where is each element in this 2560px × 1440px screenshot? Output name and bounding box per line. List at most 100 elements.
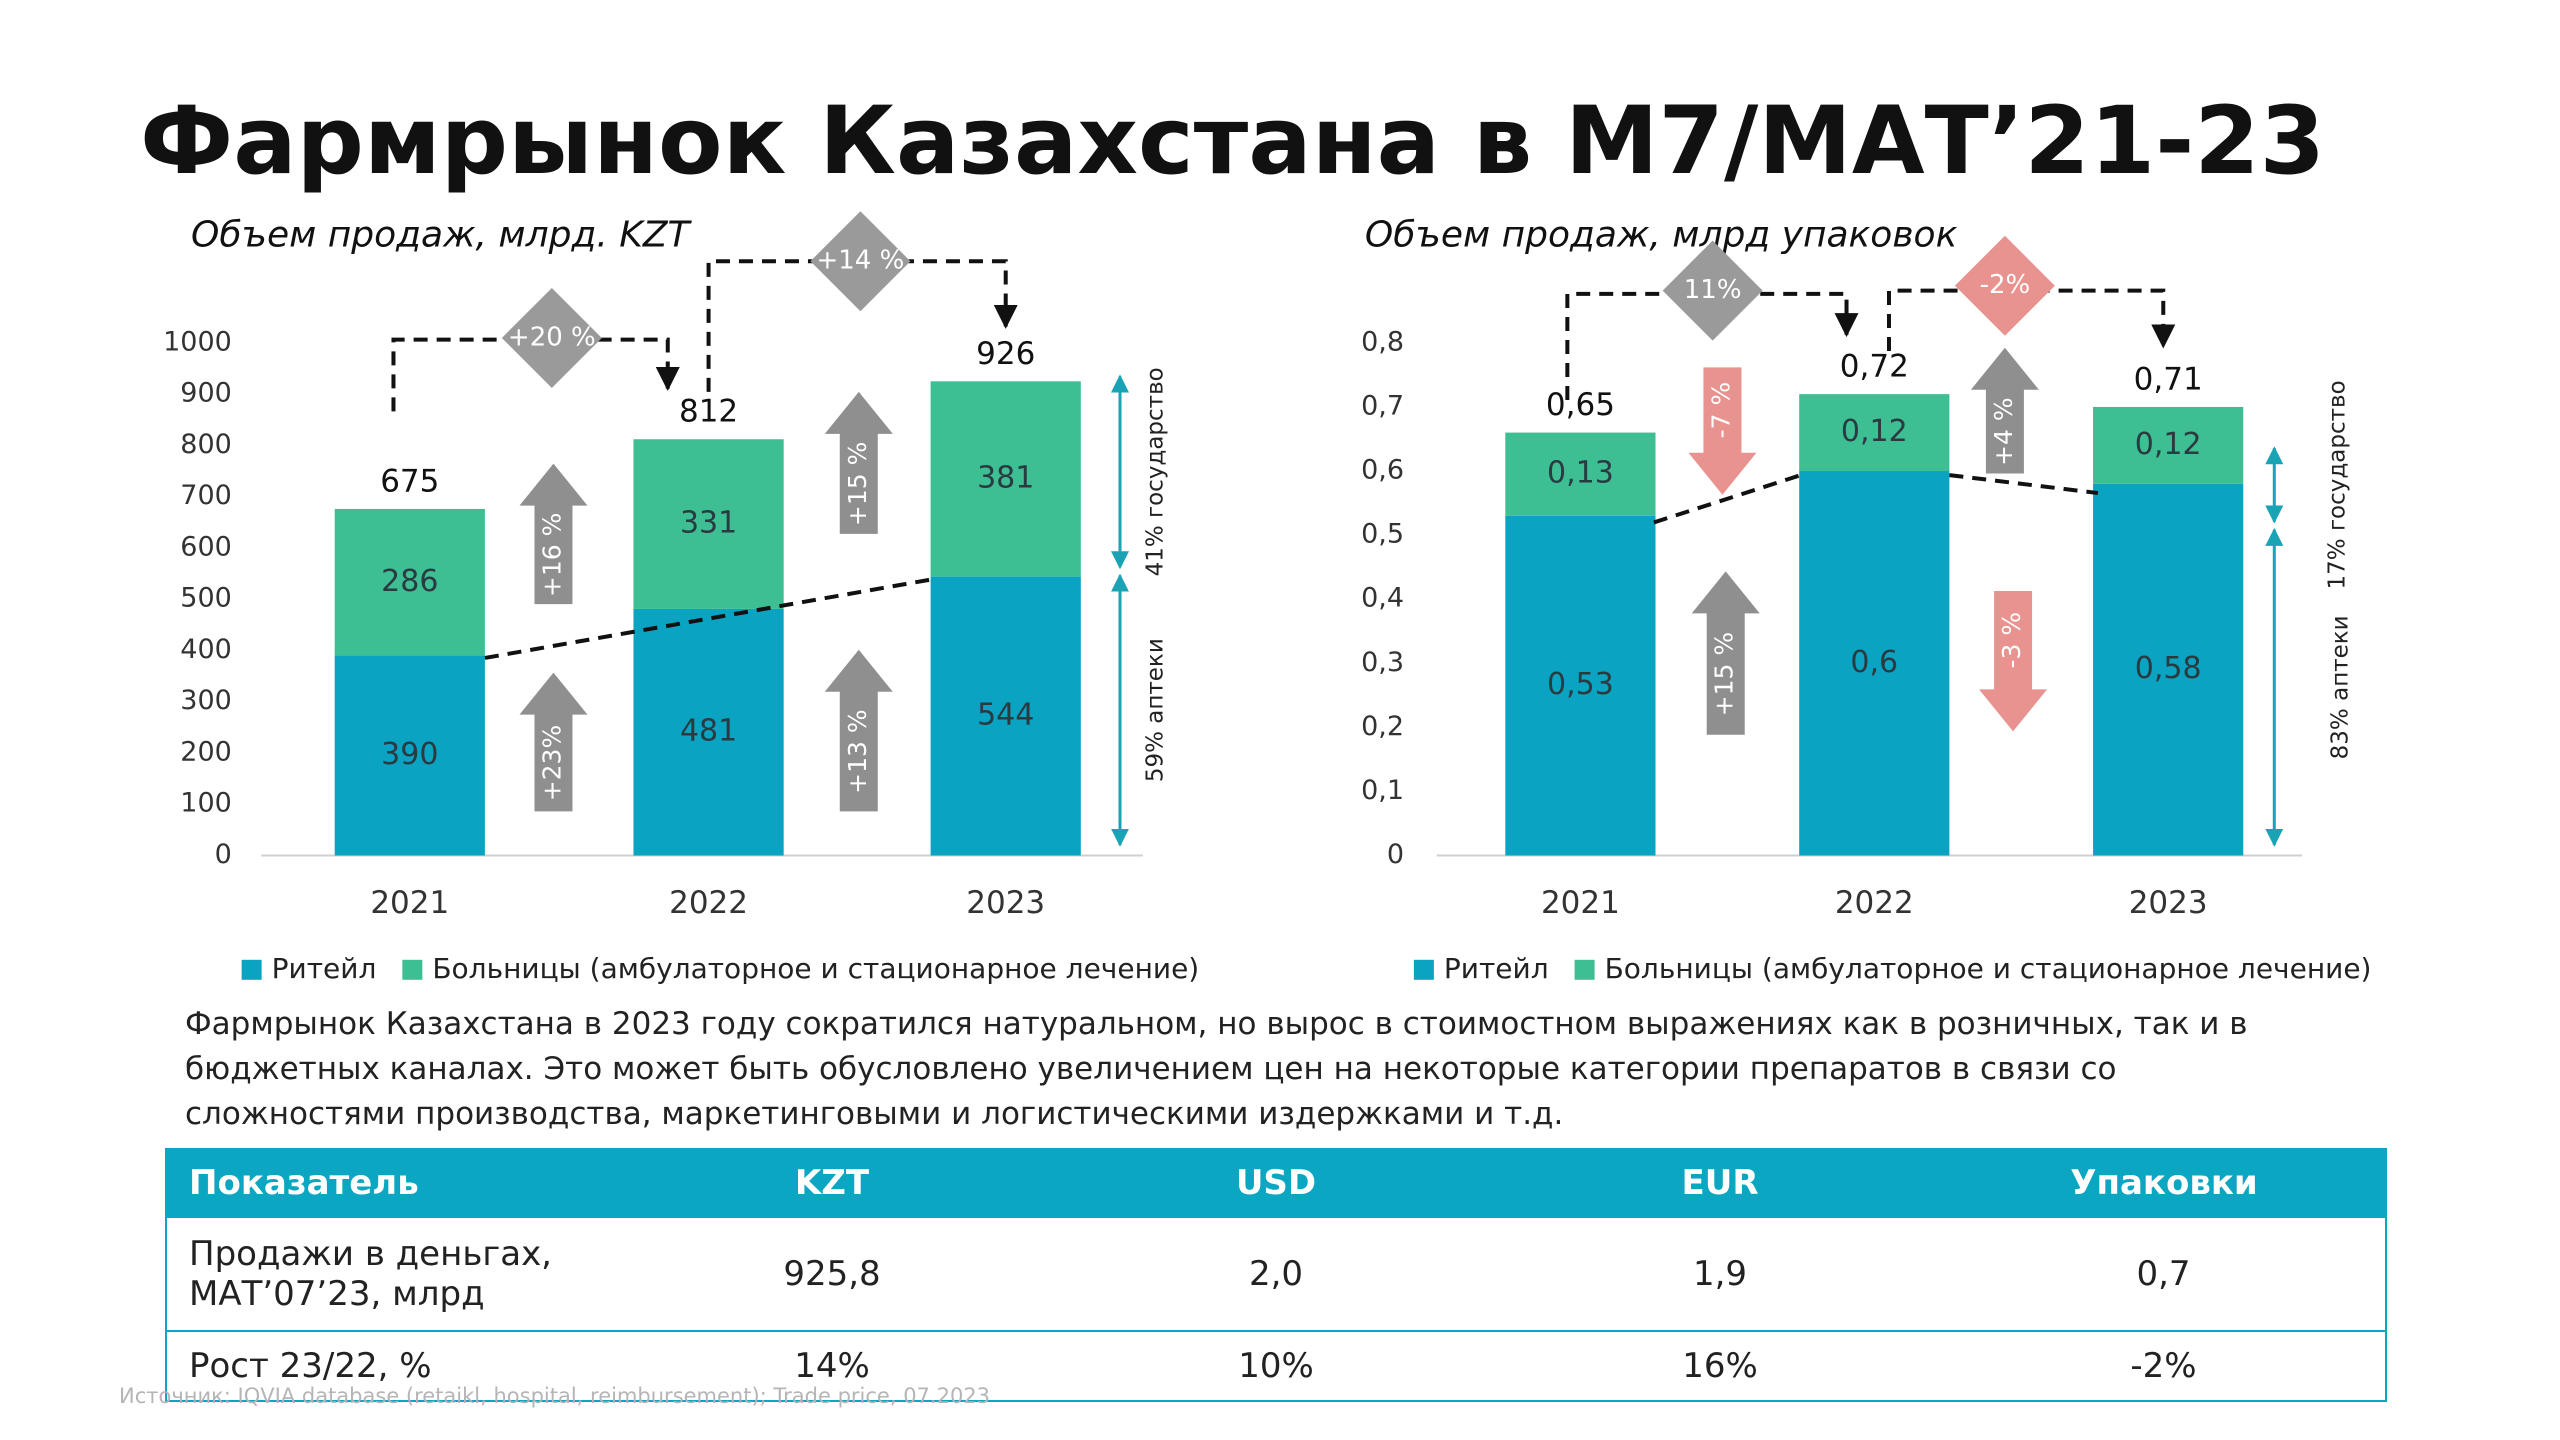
change-label: +23%: [537, 725, 566, 802]
change-arrow: [1970, 347, 2039, 474]
bar-segment: [930, 576, 1081, 856]
value-label: 0,12: [1841, 414, 1908, 449]
growth-label: +20 %: [508, 322, 596, 352]
table-header-cell: USD: [1053, 1148, 1499, 1218]
trend-line: [484, 577, 931, 660]
page-title: Фармрынок Казахстана в М7/МАТ’21-23: [140, 87, 2325, 196]
change-arrow: [519, 463, 588, 605]
table-cell: 2,0: [1054, 1216, 1498, 1332]
value-label: 331: [680, 506, 737, 541]
value-label: 0,12: [2135, 427, 2202, 462]
table-header: Показатель KZT USD EUR Упаковки: [165, 1148, 2387, 1218]
legend-label: Больницы (амбулаторное и стационарное ле…: [432, 952, 1199, 985]
trend-line: [1949, 473, 2099, 496]
y-tick-label: 100: [180, 788, 232, 819]
bar-segment: [930, 381, 1081, 577]
share-label: 83% аптеки: [2328, 615, 2354, 759]
legend-swatch: [402, 959, 423, 980]
chart-subtitle: Объем продаж, млрд. KZT: [191, 215, 692, 256]
table-header-cell: EUR: [1497, 1148, 1943, 1218]
y-tick-label: 300: [180, 685, 232, 716]
growth-connector: [1565, 291, 1859, 400]
y-tick-label: 0,5: [1361, 519, 1404, 550]
bar-segment: [1505, 432, 1656, 516]
total-label: 0,71: [2134, 361, 2203, 397]
y-tick-label: 700: [180, 480, 232, 511]
y-tick-label: 800: [180, 429, 232, 460]
legend-label: Ритейл: [1444, 952, 1549, 985]
y-tick-label: 0,6: [1361, 455, 1404, 486]
paragraph: Фармрынок Казахстана в 2023 году сократи…: [185, 1006, 2248, 1132]
bar-segment: [334, 508, 485, 656]
table-cell: 10%: [1054, 1330, 1498, 1402]
y-tick-label: 0: [1387, 839, 1404, 870]
value-label: 481: [680, 714, 737, 749]
x-tick-label: 2023: [966, 885, 1045, 921]
total-label: 926: [976, 336, 1035, 372]
legend-label: Больницы (амбулаторное и стационарное ле…: [1605, 952, 2372, 985]
table-cell: 14%: [610, 1330, 1054, 1402]
change-label: +13 %: [843, 709, 872, 793]
x-tick-label: 2022: [669, 885, 748, 921]
change-label: +15 %: [843, 442, 872, 526]
change-label: -3 %: [1997, 612, 2026, 669]
x-tick-label: 2021: [1541, 885, 1620, 921]
bar-segment: [1799, 394, 1950, 472]
growth-diamond: [1954, 235, 2055, 336]
bar-segment: [2093, 406, 2244, 484]
total-label: 812: [679, 394, 738, 430]
share-label: 17% государство: [2324, 380, 2350, 589]
y-tick-label: 400: [180, 634, 232, 665]
change-label: +16 %: [537, 513, 566, 597]
x-tick-label: 2022: [1835, 885, 1914, 921]
legend-swatch: [1574, 959, 1595, 980]
table-cell: Рост 23/22, %: [165, 1330, 610, 1402]
y-tick-label: 0,8: [1361, 326, 1404, 357]
change-arrow: [1979, 591, 2048, 732]
change-arrow: [519, 672, 588, 812]
change-label: +15 %: [1710, 632, 1739, 716]
value-label: 0,53: [1547, 667, 1614, 702]
total-label: 0,72: [1840, 349, 1909, 385]
change-arrow: [1688, 367, 1757, 495]
growth-label: +14 %: [816, 246, 904, 276]
y-tick-label: 0,7: [1361, 390, 1404, 421]
chart-subtitle: Объем продаж, млрд упаковок: [1365, 215, 1958, 256]
value-label: 286: [381, 564, 438, 599]
bar-segment: [633, 439, 784, 609]
value-label: 381: [977, 460, 1034, 495]
table-row: Продажи в деньгах, МАТ’07’23, млрд 925,8 2…: [165, 1216, 2387, 1332]
value-label: 0,6: [1850, 645, 1898, 680]
value-label: 0,13: [1547, 456, 1614, 491]
y-tick-label: 0,4: [1361, 583, 1404, 614]
table-cell: Продажи в деньгах, МАТ’07’23, млрд: [165, 1216, 610, 1332]
table-header-cell: Показатель: [165, 1148, 611, 1218]
y-tick-label: 600: [180, 531, 232, 562]
total-label: 675: [380, 463, 439, 499]
bar-segment: [1799, 471, 1950, 856]
y-tick-label: 200: [180, 736, 232, 767]
share-label: 59% аптеки: [1142, 638, 1168, 782]
total-label: 0,65: [1546, 387, 1615, 423]
y-tick-label: 0: [215, 839, 232, 870]
table-cell: 0,7: [1942, 1216, 2387, 1332]
bar-segment: [1505, 515, 1656, 856]
growth-label: -2%: [1980, 270, 2031, 300]
legend-swatch: [241, 959, 262, 980]
x-tick-label: 2023: [2129, 885, 2208, 921]
table-row: Рост 23/22, % 14% 10% 16% -2%: [165, 1330, 2387, 1402]
bar-segment: [633, 608, 784, 856]
growth-diamond: [1662, 240, 1763, 341]
y-tick-label: 0,1: [1361, 775, 1404, 806]
y-tick-label: 500: [180, 583, 232, 614]
change-label: -7 %: [1706, 382, 1735, 439]
x-tick-label: 2021: [370, 885, 449, 921]
y-tick-label: 0,2: [1361, 711, 1404, 742]
bar-segment: [334, 655, 485, 856]
table-header-cell: KZT: [609, 1148, 1055, 1218]
source-note: Источник: IQVIA database (retaikl, hospi…: [119, 1384, 991, 1408]
table-cell: -2%: [1942, 1330, 2387, 1402]
table-cell: 16%: [1498, 1330, 1942, 1402]
y-tick-label: 1000: [163, 326, 232, 357]
legend-label: Ритейл: [272, 952, 377, 985]
